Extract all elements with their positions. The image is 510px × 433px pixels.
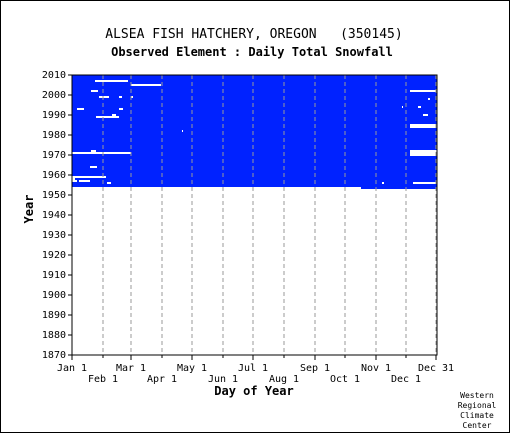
missing-data-segment-21 xyxy=(410,152,437,154)
missing-data-segment-18 xyxy=(91,150,96,152)
y-tick-label-7: 1940 xyxy=(42,210,66,221)
y-tick-label-14: 2010 xyxy=(42,70,66,81)
x-tick-label-lower-3: Aug 1 xyxy=(269,374,299,385)
y-tick-label-6: 1930 xyxy=(42,230,66,241)
missing-data-segment-15 xyxy=(410,124,437,126)
missing-data-segment-0 xyxy=(95,80,128,82)
y-tick-label-12: 1990 xyxy=(42,110,66,121)
x-tick-label-upper-6: Dec 31 xyxy=(418,363,454,374)
grid-layer xyxy=(102,75,437,355)
missing-data-segment-27 xyxy=(79,180,90,182)
missing-data-segment-4 xyxy=(99,96,109,98)
y-tick-label-8: 1950 xyxy=(42,190,66,201)
x-axis-label: Day of Year xyxy=(214,384,293,398)
credit-line-3: Climate xyxy=(460,411,494,420)
y-tick-label-0: 1870 xyxy=(42,350,66,361)
chart-subtitle: Observed Element : Daily Total Snowfall xyxy=(111,45,393,59)
missing-data-segment-13 xyxy=(112,114,116,116)
missing-data-segment-22 xyxy=(410,154,437,156)
credit-block: Western Regional Climate Center xyxy=(458,391,497,430)
y-tick-label-5: 1920 xyxy=(42,250,66,261)
x-tick-label-upper-5: Nov 1 xyxy=(361,363,391,374)
y-tick-label-13: 2000 xyxy=(42,90,66,101)
missing-data-segment-29 xyxy=(413,182,437,184)
missing-data-segment-11 xyxy=(119,108,123,110)
missing-data-segment-25 xyxy=(72,178,75,180)
y-tick-label-2: 1890 xyxy=(42,310,66,321)
missing-data-segment-20 xyxy=(72,152,131,154)
y-axis: 1870 1880 1890 1900 1910 1920 1930 1940 1950 1960… xyxy=(42,70,72,361)
credit-line-1: Western xyxy=(460,391,494,400)
x-tick-label-lower-2: Jun 1 xyxy=(208,374,238,385)
y-tick-label-9: 1960 xyxy=(42,170,66,181)
missing-data-segment-17 xyxy=(182,130,183,132)
missing-data-segment-19 xyxy=(410,150,437,152)
data-layer xyxy=(72,75,437,189)
missing-data-segment-28 xyxy=(107,182,111,184)
y-axis-label: Year xyxy=(22,195,36,224)
missing-data-segment-16 xyxy=(410,126,437,128)
x-tick-label-lower-5: Dec 1 xyxy=(391,374,421,385)
x-tick-label-lower-1: Apr 1 xyxy=(147,374,177,385)
credit-line-2: Regional xyxy=(458,401,497,410)
y-tick-label-11: 1980 xyxy=(42,130,66,141)
missing-data-segment-9 xyxy=(402,106,403,108)
y-tick-label-1: 1880 xyxy=(42,330,66,341)
y-tick-label-10: 1970 xyxy=(42,150,66,161)
x-tick-label-upper-0: Jan 1 xyxy=(57,363,87,374)
missing-data-segment-1 xyxy=(131,84,161,86)
y-tick-label-4: 1910 xyxy=(42,270,66,281)
missing-data-segment-30 xyxy=(382,182,384,184)
missing-data-segment-5 xyxy=(119,96,122,98)
x-axis: Jan 1 Mar 1 May 1 Jul 1 Sep 1 Nov 1 Dec 31 Feb … xyxy=(57,355,454,385)
missing-data-segment-2 xyxy=(91,90,98,92)
x-tick-label-upper-4: Sep 1 xyxy=(300,363,330,374)
x-tick-label-upper-3: Jul 1 xyxy=(238,363,268,374)
missing-data-segment-26 xyxy=(72,180,77,182)
missing-data-segment-8 xyxy=(418,106,421,108)
missing-data-segment-24 xyxy=(72,176,106,178)
x-tick-label-lower-0: Feb 1 xyxy=(88,374,118,385)
missing-data-segment-23 xyxy=(90,166,97,168)
credit-line-4: Center xyxy=(463,421,492,430)
missing-data-segment-6 xyxy=(131,96,133,98)
y-tick-label-3: 1900 xyxy=(42,290,66,301)
x-tick-label-upper-1: Mar 1 xyxy=(116,363,146,374)
observed-data-extension xyxy=(361,187,437,189)
missing-data-segment-14 xyxy=(96,116,119,118)
observed-data-block xyxy=(72,75,437,187)
missing-data-segment-7 xyxy=(428,98,430,100)
chart-title: ALSEA FISH HATCHERY, OREGON (350145) xyxy=(105,27,402,42)
missing-data-segment-12 xyxy=(423,114,428,116)
x-tick-label-upper-2: May 1 xyxy=(177,363,207,374)
missing-data-segment-10 xyxy=(77,108,84,110)
x-tick-label-lower-4: Oct 1 xyxy=(330,374,360,385)
missing-data-segment-3 xyxy=(410,90,436,92)
